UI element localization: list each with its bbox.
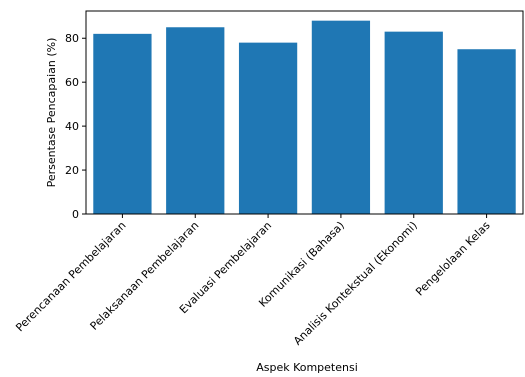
y-tick-label-4: 80	[65, 32, 79, 45]
bar-5	[384, 31, 443, 214]
x-axis-label: Aspek Kompetensi	[256, 361, 358, 374]
bar-2	[166, 27, 225, 215]
y-tick-label-3: 60	[65, 76, 79, 89]
y-tick-label-1: 20	[65, 164, 79, 177]
axes-frame	[85, 10, 524, 215]
y-axis-ticks: 0 20 40 60 80	[65, 32, 86, 221]
bar-6	[457, 49, 516, 215]
y-axis-label: Persentase Pencapaian (%)	[45, 38, 58, 188]
x-tick-label-5: Pengelolaan Kelas	[413, 219, 493, 299]
y-tick-label-0: 0	[72, 208, 79, 221]
bar-3	[238, 42, 298, 214]
bars-group	[93, 20, 516, 215]
axes-spines	[85, 10, 524, 215]
y-tick-label-2: 40	[65, 120, 79, 133]
bar-1	[93, 33, 152, 215]
x-tick-label-4: Analisis Kontekstual (Ekonomi)	[291, 219, 420, 348]
bar-4	[311, 20, 371, 214]
